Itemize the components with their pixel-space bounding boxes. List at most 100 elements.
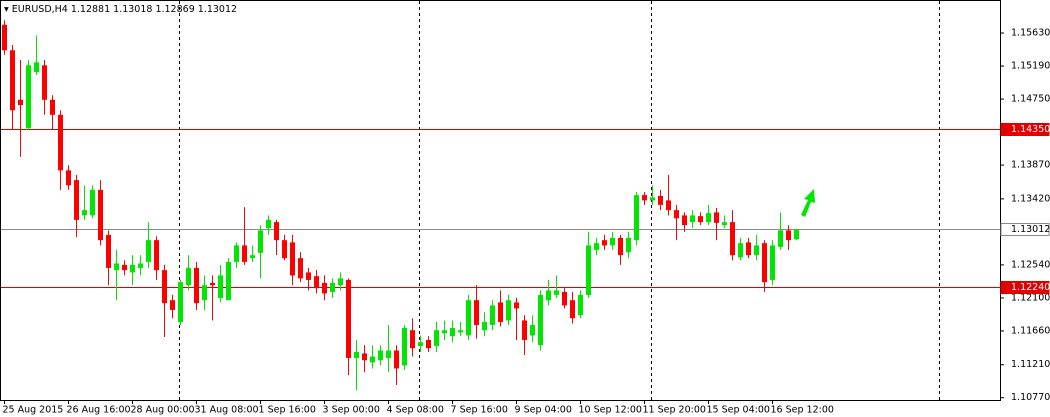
candle-body <box>306 272 311 280</box>
candle-body <box>770 245 775 280</box>
x-tick-label: 11 Sep 20:00 <box>643 405 706 416</box>
candle-body <box>546 290 551 301</box>
candle-body <box>298 258 303 279</box>
open: 1.12881 <box>70 4 111 15</box>
candle-body <box>66 170 71 186</box>
candle-body <box>578 294 583 316</box>
candle-body <box>570 300 575 319</box>
close: 1.13012 <box>197 4 238 15</box>
candle-body <box>746 242 751 256</box>
candle-body <box>314 276 319 289</box>
candle-body <box>290 242 295 276</box>
candle-body <box>2 24 7 51</box>
candle-body <box>362 353 367 361</box>
candle-body <box>450 327 455 337</box>
x-tick-label: 15 Sep 04:00 <box>707 405 770 416</box>
y-tick-label: 1.11660 <box>1011 325 1050 336</box>
candle-body <box>114 263 119 271</box>
candle-body <box>754 245 759 256</box>
candle-body <box>250 255 255 259</box>
candle-body <box>258 230 263 253</box>
candle-body <box>122 264 127 271</box>
level-label: 1.12240 <box>1011 282 1050 293</box>
candle-body <box>266 219 271 229</box>
candle-body <box>690 215 695 223</box>
y-tick-label: 1.13870 <box>1011 160 1050 171</box>
candle-body <box>42 65 47 100</box>
plot-frame <box>0 0 1001 401</box>
candle-body <box>610 237 615 246</box>
candle-body <box>506 300 511 321</box>
y-tick-label: 1.13420 <box>1011 193 1050 204</box>
candle-body <box>370 356 375 363</box>
candle-body <box>322 282 327 294</box>
candle-body <box>378 350 383 361</box>
candle-body <box>730 222 735 256</box>
candle-body <box>522 320 527 340</box>
x-tick-label: 26 Aug 16:00 <box>67 405 131 416</box>
candle-body <box>778 230 783 247</box>
candle-body <box>650 197 655 201</box>
candle-body <box>18 99 23 106</box>
candle-body <box>714 212 719 223</box>
y-tick-label: 1.14750 <box>1011 94 1050 105</box>
candle-body <box>490 305 495 325</box>
candle-body <box>458 330 463 333</box>
candle-body <box>762 243 767 283</box>
candle-body <box>242 245 247 262</box>
candle-body <box>130 264 135 273</box>
candle-body <box>466 300 471 336</box>
candle-body <box>474 300 479 325</box>
level-label-box <box>1000 223 1050 236</box>
candle-body <box>226 261 231 301</box>
candle-body <box>562 291 567 306</box>
x-tick-label: 9 Sep 04:00 <box>515 405 572 416</box>
arrow <box>801 189 815 217</box>
candle-body <box>410 330 415 349</box>
candle-body <box>354 351 359 358</box>
candle-body <box>674 210 679 219</box>
candle-body <box>338 278 343 286</box>
x-tick-label: 7 Sep 16:00 <box>451 405 508 416</box>
candle-body <box>10 50 15 111</box>
candle-body <box>82 210 87 216</box>
candle-body <box>282 240 287 259</box>
candle-body <box>178 282 183 322</box>
candle-body <box>642 195 647 201</box>
x-tick-label: 16 Sep 12:00 <box>771 405 834 416</box>
candle-body <box>634 195 639 241</box>
level-label-box <box>1000 281 1050 294</box>
candle-body <box>498 302 503 322</box>
candle-body <box>698 216 703 223</box>
x-tick-label: 10 Sep 12:00 <box>579 405 642 416</box>
candle-body <box>786 230 791 241</box>
candle-body <box>74 180 79 220</box>
candle-body <box>34 62 39 73</box>
y-tick-label: 1.11210 <box>1011 359 1050 370</box>
candle-body <box>530 324 535 336</box>
candle-body <box>538 294 543 346</box>
candle-body <box>146 240 151 262</box>
candle-body <box>626 237 631 253</box>
candle-body <box>386 350 391 358</box>
candle-body <box>618 237 623 256</box>
candle-body <box>50 99 55 115</box>
candle-body <box>434 330 439 346</box>
candle-body <box>394 350 399 369</box>
level-label: 1.13012 <box>1011 224 1050 235</box>
candle-body <box>666 200 671 211</box>
candle-body <box>98 189 103 241</box>
y-tick-label: 1.12100 <box>1011 292 1050 303</box>
candle-body <box>594 243 599 250</box>
level-label: 1.14350 <box>1011 124 1050 135</box>
low: 1.12869 <box>155 4 195 15</box>
candle-body <box>346 279 351 358</box>
candle-body <box>482 321 487 331</box>
candle-body <box>722 222 727 226</box>
candle-body <box>170 300 175 310</box>
candle-body <box>138 263 143 268</box>
candle-body <box>218 275 223 298</box>
y-tick-label: 1.12540 <box>1011 259 1050 270</box>
